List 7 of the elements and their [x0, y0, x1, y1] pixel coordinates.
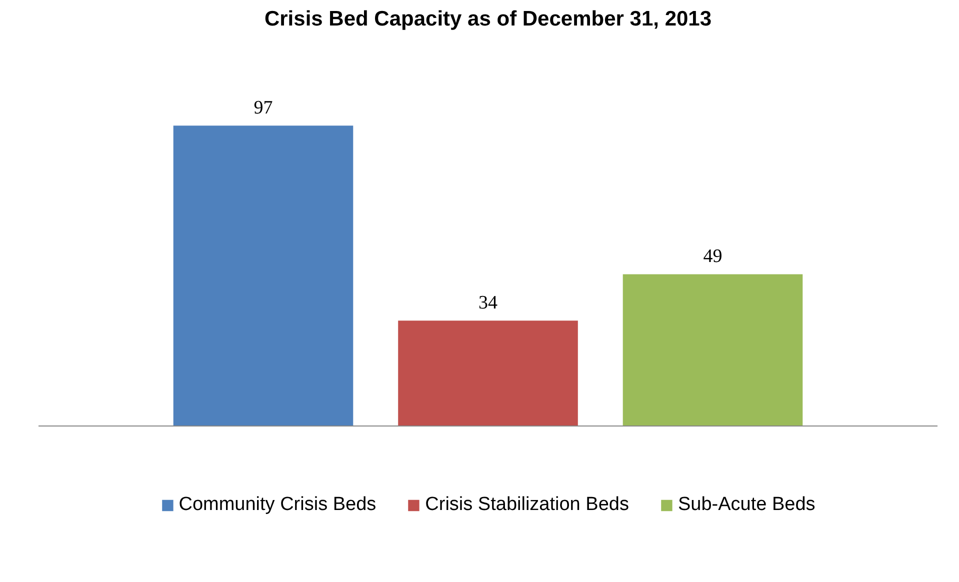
chart-title: Crisis Bed Capacity as of December 31, 2013 — [264, 8, 712, 30]
data-label: 97 — [254, 98, 273, 119]
legend-label: Sub-Acute Beds — [678, 494, 816, 516]
legend-label: Crisis Stabilization Beds — [425, 494, 629, 516]
data-label: 49 — [703, 246, 722, 268]
legend-label: Community Crisis Beds — [178, 494, 376, 516]
data-label: 34 — [478, 292, 498, 314]
